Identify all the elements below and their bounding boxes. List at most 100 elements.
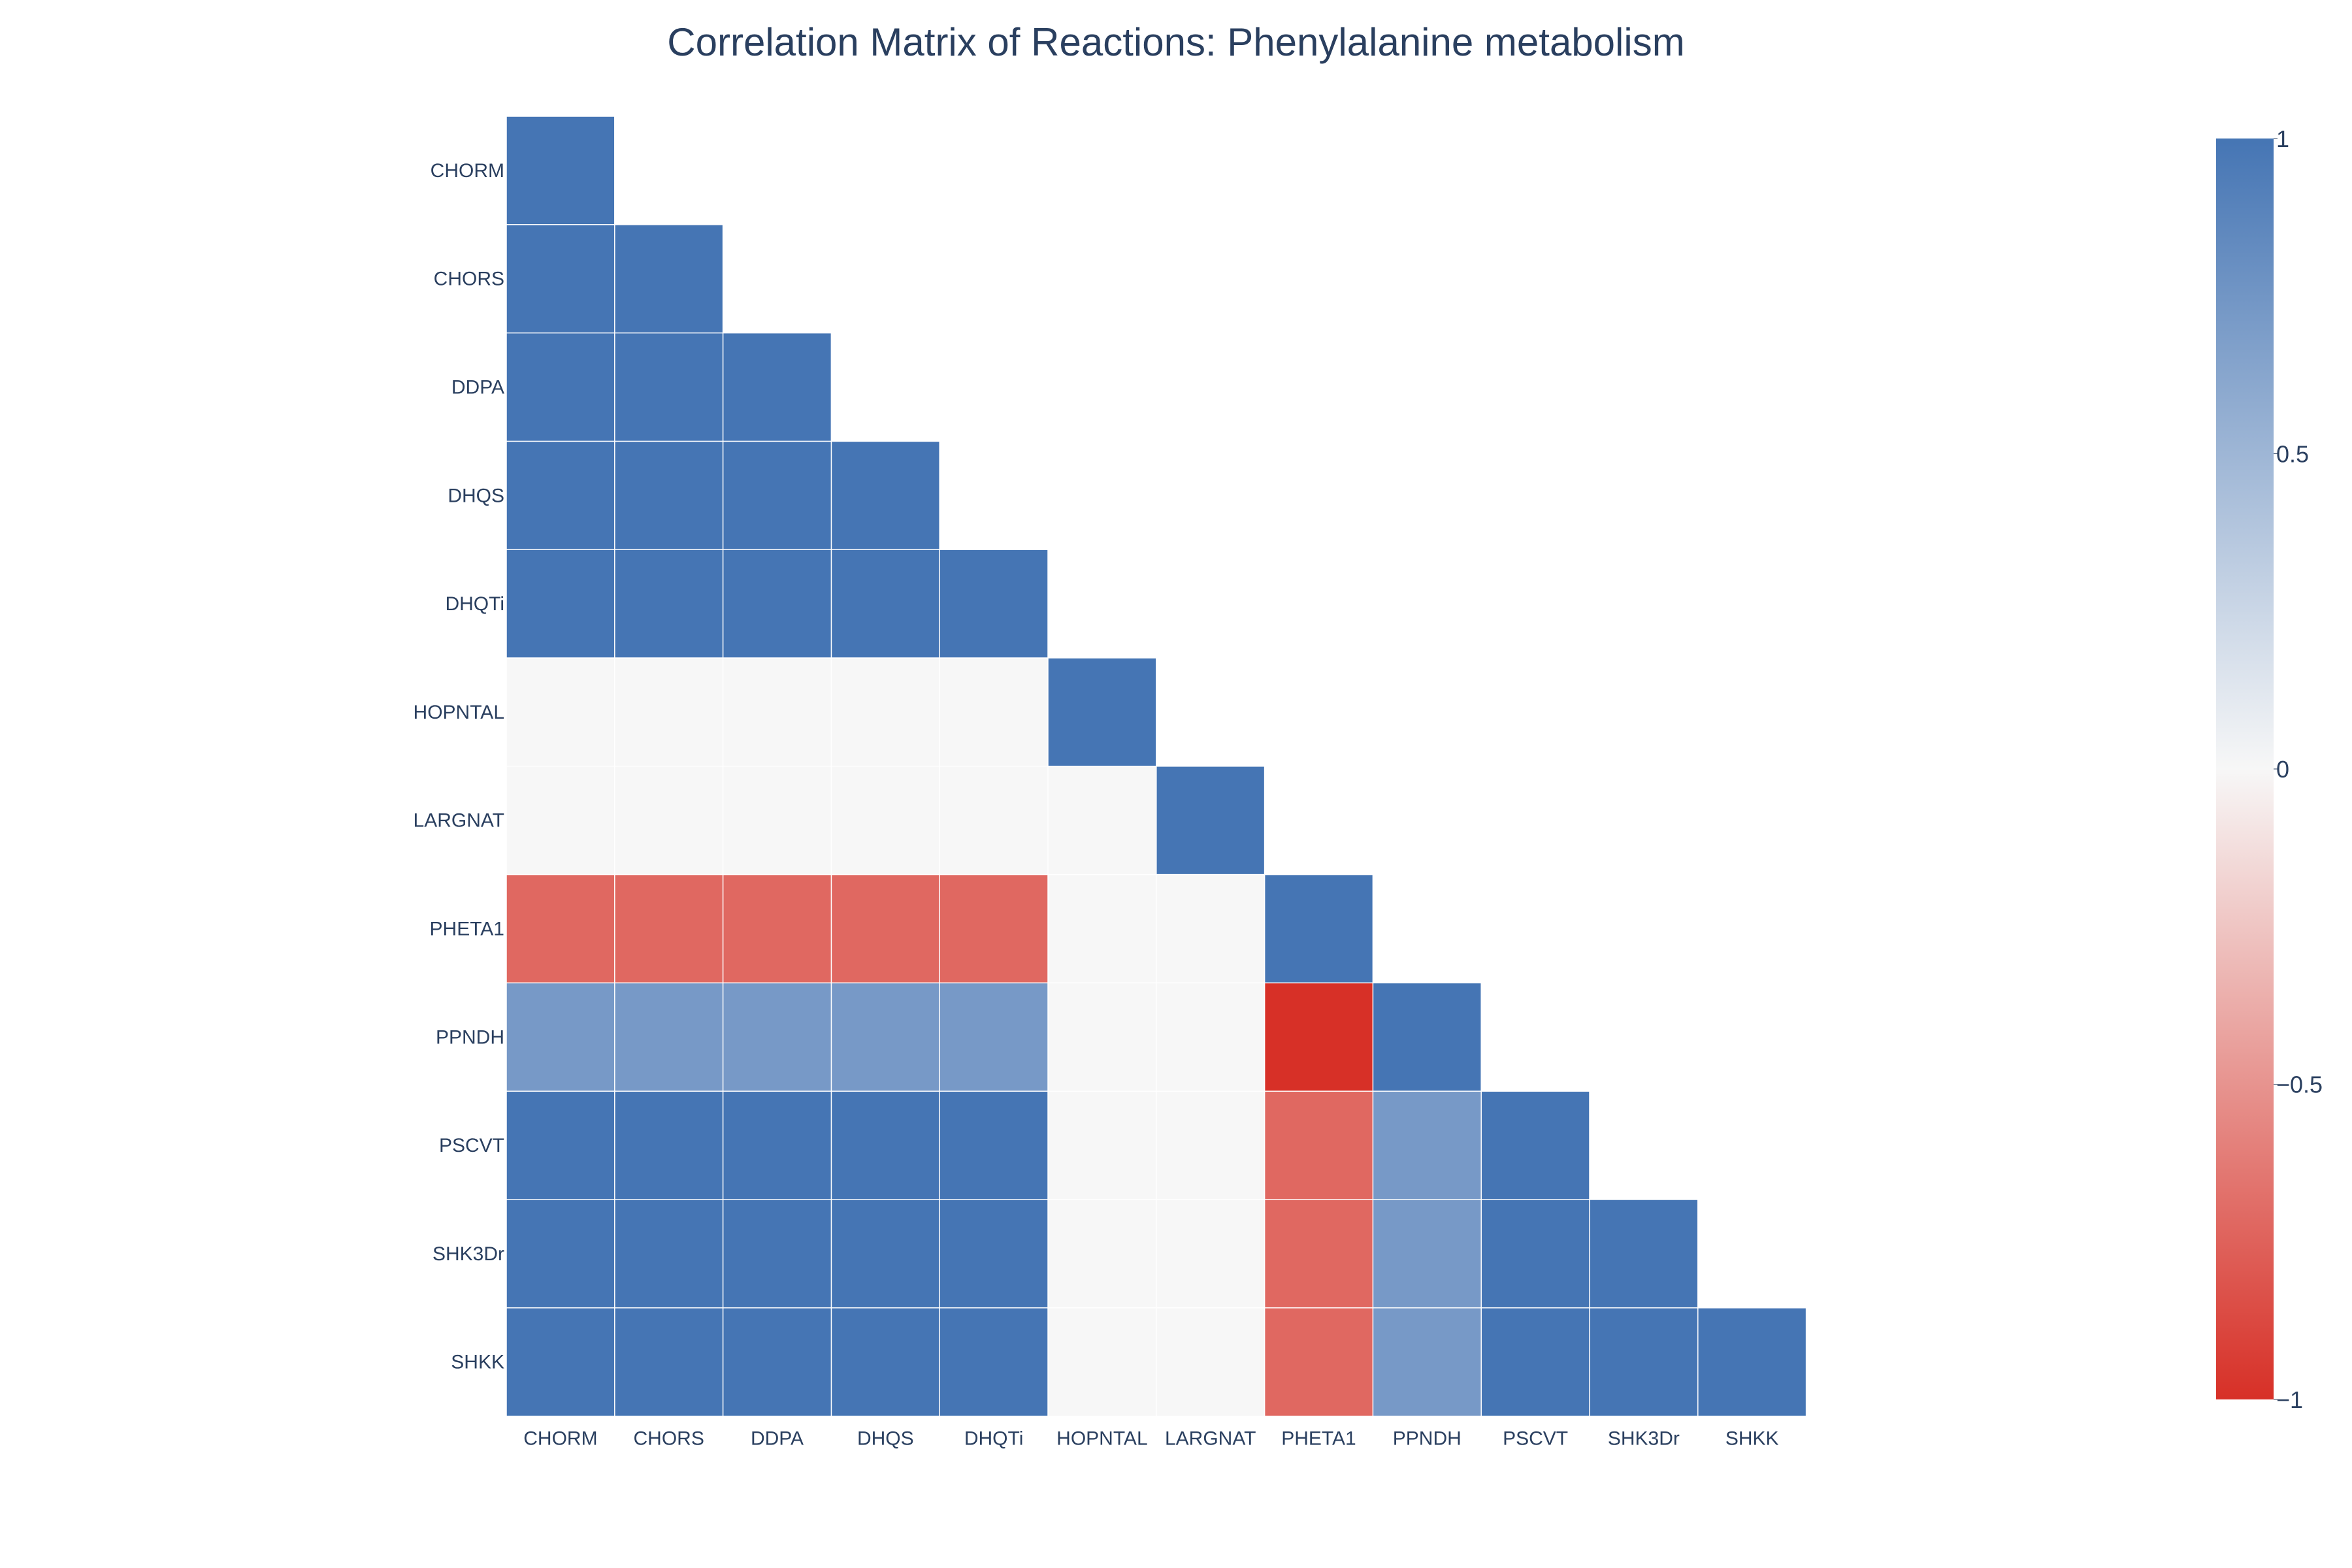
heatmap-cell-pheta1-largnat	[1156, 875, 1264, 983]
heatmap-cell-pscvt-ddpa	[723, 1091, 831, 1200]
heatmap-cell-shk3dr-hopntal	[1048, 1200, 1156, 1308]
heatmap-cell-chorm-chorm	[506, 116, 615, 225]
heatmap-cell-dhqti-dhqs	[832, 549, 939, 658]
heatmap-cell-pscvt-chors	[615, 1091, 723, 1200]
heatmap-cell-pheta1-ddpa	[723, 875, 831, 983]
x-tick-label-largnat: LARGNAT	[1165, 1428, 1256, 1450]
heatmap-cell-pheta1-chors	[615, 875, 723, 983]
heatmap-cell-ppndh-chorm	[506, 983, 615, 1091]
y-tick-label-shk3dr: SHK3Dr	[433, 1243, 504, 1265]
heatmap-cell-shkk-chorm	[506, 1308, 615, 1416]
heatmap-cell-shk3dr-chors	[615, 1200, 723, 1308]
heatmap-cell-dhqti-chorm	[506, 549, 615, 658]
heatmap-cell-ppndh-ddpa	[723, 983, 831, 1091]
heatmap-cell-shk3dr-pheta1	[1265, 1200, 1373, 1308]
heatmap-cell-pheta1-dhqs	[832, 875, 939, 983]
heatmap-cell-hopntal-dhqs	[832, 658, 939, 766]
heatmap-cell-pheta1-hopntal	[1048, 875, 1156, 983]
heatmap-cell-ddpa-ddpa	[723, 333, 831, 441]
x-tick-label-shkk: SHKK	[1725, 1428, 1779, 1450]
heatmap-cell-pheta1-pheta1	[1265, 875, 1373, 983]
heatmap-cell-hopntal-dhqti	[939, 658, 1048, 766]
heatmap-cell-shkk-pscvt	[1481, 1308, 1590, 1416]
heatmap-cell-largnat-ddpa	[723, 766, 831, 874]
heatmap-cell-pscvt-pheta1	[1265, 1091, 1373, 1200]
x-axis-tick-labels: CHORM CHORS DDPA DHQS DHQTi HOPNTAL LARGNAT PHE…	[523, 1428, 1778, 1450]
heatmap-cell-shk3dr-dhqti	[939, 1200, 1048, 1308]
x-tick-label-hopntal: HOPNTAL	[1056, 1428, 1147, 1450]
heatmap-cell-ppndh-ppndh	[1373, 983, 1481, 1091]
heatmap-cell-ppndh-hopntal	[1048, 983, 1156, 1091]
y-tick-label-hopntal: HOPNTAL	[414, 702, 504, 723]
y-tick-label-pscvt: PSCVT	[439, 1135, 504, 1156]
colorbar-tick-label: 0.5	[2276, 441, 2309, 468]
heatmap-cell-dhqs-chorm	[506, 442, 615, 549]
heatmap-cell-pscvt-chorm	[506, 1091, 615, 1200]
colorbar-tick-label: −0.5	[2276, 1071, 2323, 1098]
heatmap-cell-dhqti-ddpa	[723, 549, 831, 658]
heatmap-cell-pscvt-pscvt	[1481, 1091, 1590, 1200]
heatmap-cell-pheta1-chorm	[506, 875, 615, 983]
y-tick-label-shkk: SHKK	[451, 1352, 504, 1373]
heatmap-cell-dhqs-dhqs	[832, 442, 939, 549]
heatmap-cell-largnat-chors	[615, 766, 723, 874]
colorbar-tick-label: 0	[2276, 756, 2289, 783]
heatmap-cell-largnat-dhqti	[939, 766, 1048, 874]
heatmap-cell-pscvt-largnat	[1156, 1091, 1264, 1200]
heatmap-cell-ppndh-chors	[615, 983, 723, 1091]
heatmap-cell-hopntal-ddpa	[723, 658, 831, 766]
heatmap-cell-chors-chors	[615, 225, 723, 333]
heatmap-cell-ppndh-dhqs	[832, 983, 939, 1091]
colorbar-tick-label: 1	[2276, 125, 2289, 152]
y-tick-label-ppndh: PPNDH	[436, 1026, 504, 1048]
heatmap-cell-hopntal-chors	[615, 658, 723, 766]
heatmap-cell-shkk-ppndh	[1373, 1308, 1481, 1416]
heatmap-cell-ddpa-chorm	[506, 333, 615, 441]
heatmap-cell-shk3dr-pscvt	[1481, 1200, 1590, 1308]
colorbar: 1 0.5 0 −0.5 −1	[2216, 125, 2323, 1413]
heatmap-cell-shk3dr-ddpa	[723, 1200, 831, 1308]
y-tick-label-largnat: LARGNAT	[414, 810, 504, 832]
heatmap-cell-shkk-shk3dr	[1590, 1308, 1698, 1416]
heatmap-cell-pheta1-dhqti	[939, 875, 1048, 983]
y-tick-label-dhqti: DHQTi	[445, 593, 504, 615]
y-tick-label-pheta1: PHETA1	[430, 919, 504, 940]
heatmap-cell-shkk-dhqs	[832, 1308, 939, 1416]
y-tick-label-ddpa: DDPA	[451, 377, 504, 399]
heatmap-cell-shk3dr-shk3dr	[1590, 1200, 1698, 1308]
y-tick-label-dhqs: DHQS	[448, 485, 504, 506]
x-tick-label-ppndh: PPNDH	[1393, 1428, 1462, 1450]
x-tick-label-dhqs: DHQS	[857, 1428, 914, 1450]
x-tick-label-chors: CHORS	[634, 1428, 704, 1450]
heatmap-cell-shkk-pheta1	[1265, 1308, 1373, 1416]
heatmap-cell-hopntal-hopntal	[1048, 658, 1156, 766]
heatmap-cell-ppndh-dhqti	[939, 983, 1048, 1091]
heatmap-cell-largnat-largnat	[1156, 766, 1264, 874]
heatmap-cell-shk3dr-ppndh	[1373, 1200, 1481, 1308]
heatmap-cell-pscvt-dhqti	[939, 1091, 1048, 1200]
heatmap-cell-pscvt-hopntal	[1048, 1091, 1156, 1200]
chart-title: Correlation Matrix of Reactions: Phenyla…	[667, 20, 1685, 64]
heatmap-cell-ddpa-chors	[615, 333, 723, 441]
heatmap-cell-largnat-hopntal	[1048, 766, 1156, 874]
heatmap-cell-dhqti-chors	[615, 549, 723, 658]
heatmap-cell-ppndh-pheta1	[1265, 983, 1373, 1091]
heatmap-cell-shkk-dhqti	[939, 1308, 1048, 1416]
heatmap-cell-shk3dr-chorm	[506, 1200, 615, 1308]
y-tick-label-chorm: CHORM	[431, 160, 504, 182]
x-tick-label-shk3dr: SHK3Dr	[1608, 1428, 1680, 1450]
heatmap-cell-shk3dr-dhqs	[832, 1200, 939, 1308]
heatmap-cell-shkk-ddpa	[723, 1308, 831, 1416]
colorbar-tick-label: −1	[2276, 1386, 2303, 1413]
heatmap-cell-dhqs-chors	[615, 442, 723, 549]
x-tick-label-chorm: CHORM	[523, 1428, 597, 1450]
x-tick-label-ddpa: DDPA	[751, 1428, 804, 1450]
heatmap-cells	[506, 116, 1806, 1416]
heatmap-cell-hopntal-chorm	[506, 658, 615, 766]
heatmap-cell-chors-chorm	[506, 225, 615, 333]
x-tick-label-pscvt: PSCVT	[1503, 1428, 1568, 1450]
heatmap-cell-dhqti-dhqti	[939, 549, 1048, 658]
heatmap-cell-shk3dr-largnat	[1156, 1200, 1264, 1308]
